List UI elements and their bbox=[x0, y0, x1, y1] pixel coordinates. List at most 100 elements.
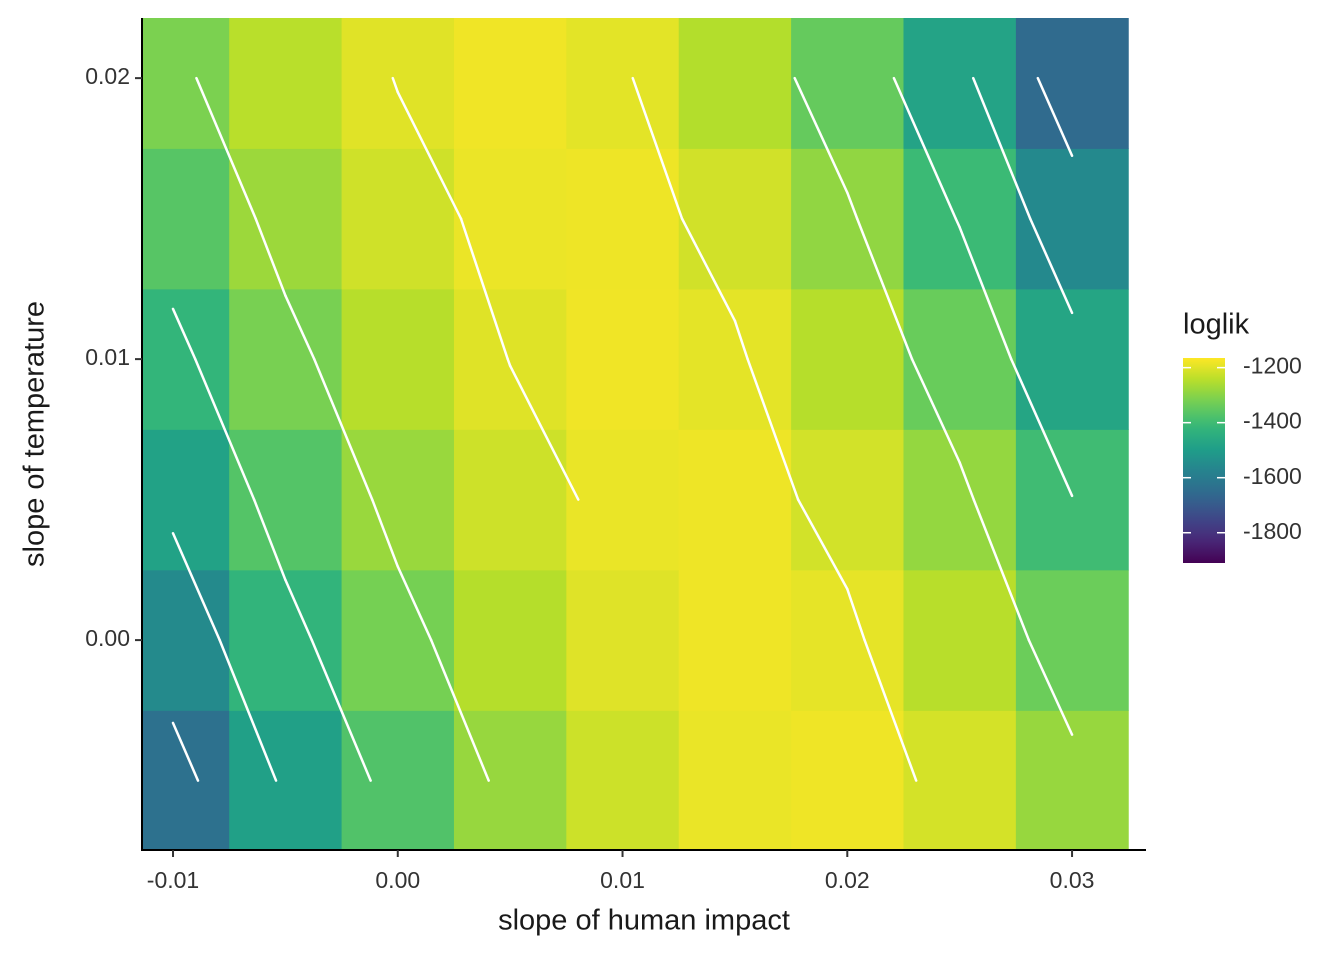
contour-line bbox=[733, 319, 749, 361]
contour-line bbox=[313, 357, 374, 501]
contour-line bbox=[746, 357, 800, 501]
heat-cell bbox=[678, 569, 792, 711]
colorbar bbox=[1183, 358, 1225, 563]
contour-line bbox=[680, 217, 737, 323]
contour-line bbox=[459, 217, 509, 361]
contour-line bbox=[910, 357, 961, 464]
heat-cell bbox=[903, 18, 1017, 149]
contour-line bbox=[1036, 76, 1074, 157]
heat-cell bbox=[903, 710, 1017, 850]
contour-line bbox=[254, 217, 287, 297]
heat-cell bbox=[341, 429, 455, 571]
heat-cell bbox=[566, 710, 680, 850]
contour-line bbox=[284, 294, 316, 361]
contour-line bbox=[194, 357, 256, 501]
heat-cell bbox=[341, 148, 455, 290]
heat-cell bbox=[341, 288, 455, 430]
contour-line bbox=[1009, 357, 1074, 498]
heat-cell bbox=[341, 569, 455, 711]
heat-cell bbox=[341, 18, 455, 149]
contour-line bbox=[284, 578, 314, 642]
contour-line bbox=[1028, 217, 1074, 315]
contour-line bbox=[171, 307, 197, 361]
heat-cell bbox=[142, 429, 230, 571]
heat-cell bbox=[566, 18, 680, 149]
heat-cell bbox=[791, 710, 904, 850]
contour-line bbox=[958, 226, 1013, 361]
heat-cell bbox=[142, 148, 230, 290]
heat-cell bbox=[791, 148, 904, 290]
contour-line bbox=[863, 638, 918, 782]
legend-title: loglik bbox=[1183, 309, 1250, 341]
heat-cell bbox=[791, 288, 904, 430]
heat-cell bbox=[903, 288, 1017, 430]
colorbar-label: -1400 bbox=[1243, 408, 1302, 434]
heat-cell bbox=[229, 429, 343, 571]
contour-line bbox=[972, 498, 1031, 642]
heat-cell bbox=[1015, 710, 1129, 850]
colorbar-label: -1600 bbox=[1243, 463, 1302, 489]
contour-line bbox=[508, 364, 580, 501]
heat-cell bbox=[453, 569, 567, 711]
contour-line bbox=[370, 498, 400, 568]
heat-cell bbox=[341, 710, 455, 850]
contour-line bbox=[429, 638, 490, 782]
x-tick-label: 0.02 bbox=[825, 867, 870, 893]
contour-line bbox=[391, 76, 400, 94]
contour-line bbox=[971, 76, 1032, 220]
heat-cell bbox=[229, 18, 343, 149]
heat-cell bbox=[142, 710, 230, 850]
contour-line bbox=[171, 531, 221, 642]
x-tick-label: 0.03 bbox=[1050, 867, 1095, 893]
heat-cell bbox=[678, 288, 792, 430]
y-tick-label: 0.02 bbox=[85, 63, 130, 89]
heat-cell bbox=[566, 569, 680, 711]
heat-cell bbox=[142, 569, 230, 711]
heat-cell bbox=[1015, 569, 1129, 711]
x-axis-title: slope of human impact bbox=[498, 905, 790, 937]
contour-line bbox=[310, 638, 372, 782]
y-tick-label: 0.01 bbox=[85, 344, 130, 370]
heat-cell bbox=[678, 18, 792, 149]
x-tick-label: -0.01 bbox=[147, 867, 199, 893]
heat-cell bbox=[678, 148, 792, 290]
colorbar-label: -1800 bbox=[1243, 518, 1302, 544]
heat-cell bbox=[903, 569, 1017, 711]
contour-line bbox=[796, 498, 849, 591]
heat-cell bbox=[1015, 429, 1129, 571]
heat-cell bbox=[453, 18, 567, 149]
heat-cell bbox=[453, 148, 567, 290]
colorbar-label: -1200 bbox=[1243, 353, 1302, 379]
x-tick-label: 0.01 bbox=[600, 867, 645, 893]
x-tick-label: 0.00 bbox=[375, 867, 420, 893]
heat-cell bbox=[903, 429, 1017, 571]
heat-cell bbox=[453, 429, 567, 571]
contour-line bbox=[846, 587, 866, 642]
contour-line bbox=[846, 191, 859, 220]
heat-cell bbox=[1015, 18, 1129, 149]
heat-cell bbox=[229, 148, 343, 290]
contour-line bbox=[396, 90, 463, 220]
heatmap bbox=[142, 18, 1129, 850]
heat-cell bbox=[903, 148, 1017, 290]
heat-cell bbox=[142, 18, 230, 149]
y-tick-label: 0.00 bbox=[85, 625, 130, 651]
heat-cell bbox=[453, 288, 567, 430]
heat-cell bbox=[229, 710, 343, 850]
contour-line bbox=[252, 498, 287, 582]
contour-line bbox=[1027, 638, 1074, 736]
heat-cell bbox=[566, 148, 680, 290]
contour-line bbox=[195, 76, 257, 220]
heat-cell bbox=[678, 710, 792, 850]
heat-cell bbox=[678, 429, 792, 571]
contour-line bbox=[631, 76, 684, 220]
contour-line bbox=[171, 721, 200, 782]
heat-cell bbox=[229, 288, 343, 430]
contours bbox=[171, 76, 1074, 782]
contour-line bbox=[892, 76, 957, 220]
contour-line bbox=[396, 565, 433, 642]
heat-cell bbox=[1015, 148, 1129, 290]
heat-cell bbox=[453, 710, 567, 850]
